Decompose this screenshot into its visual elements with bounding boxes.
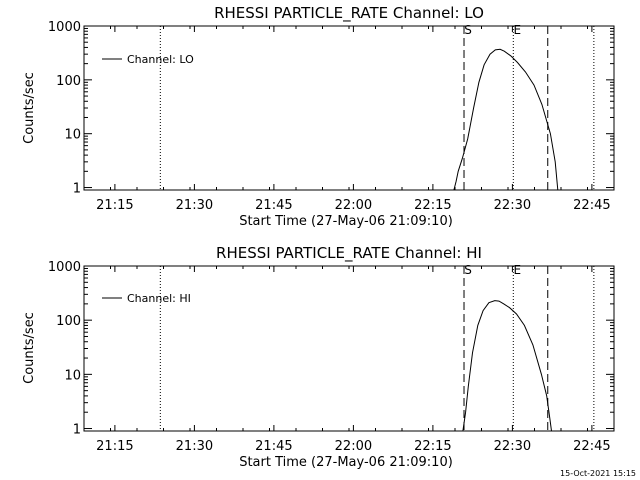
x-tick-label: 22:15 (414, 439, 451, 454)
x-tick-label: 22:30 (494, 439, 531, 454)
chart-title: RHESSI PARTICLE_RATE Channel: LO (214, 4, 484, 23)
y-tick-label: 1 (73, 423, 81, 438)
y-tick-label: 100 (56, 74, 81, 89)
y-axis-label: Counts/sec (22, 72, 37, 144)
y-tick-label: 10 (64, 368, 81, 383)
x-tick-label: 22:00 (335, 439, 372, 454)
x-tick-label: 21:15 (96, 198, 133, 213)
marker-label: E (514, 23, 522, 37)
series-line (462, 300, 552, 432)
panel-lo: RHESSI PARTICLE_RATE Channel: LO Counts/… (22, 4, 615, 229)
y-tick-label: 100 (56, 314, 81, 329)
footer-timestamp: 15-Oct-2021 15:15 (560, 469, 636, 478)
plot-area: 21:15 21:30 21:45 22:00 22:15 22:30 22:45 1 10 10… (48, 20, 615, 213)
y-tick-label: 1 (73, 182, 81, 197)
x-tick-label: 22:45 (573, 198, 610, 213)
marker-label: E (514, 263, 522, 277)
x-tick-label: 22:30 (494, 198, 531, 213)
x-tick-label: 21:30 (176, 198, 213, 213)
x-tick-label: 21:15 (96, 439, 133, 454)
x-tick-label: 21:45 (255, 198, 292, 213)
y-tick-label: 1000 (48, 260, 81, 275)
y-axis-label: Counts/sec (22, 312, 37, 384)
plot-area: 21:15 21:30 21:45 22:00 22:15 22:30 22:45 1 10 10… (48, 260, 615, 454)
x-tick-label: 21:45 (255, 439, 292, 454)
x-tick-label: 21:30 (176, 439, 213, 454)
legend-label: Channel: LO (127, 53, 194, 66)
series-line (453, 48, 559, 191)
y-tick-label: 10 (64, 128, 81, 143)
legend: Channel: HI (102, 292, 191, 305)
x-tick-label: 22:45 (573, 439, 610, 454)
marker-label: S (464, 263, 472, 277)
y-tick-label: 1000 (48, 20, 81, 35)
legend-label: Channel: HI (127, 292, 191, 305)
x-axis-label: Start Time (27-May-06 21:09:10) (239, 455, 453, 470)
marker-label: S (464, 23, 472, 37)
x-tick-label: 22:15 (414, 198, 451, 213)
x-tick-label: 22:00 (335, 198, 372, 213)
x-axis-label: Start Time (27-May-06 21:09:10) (239, 214, 453, 229)
legend: Channel: LO (102, 53, 194, 66)
panel-hi: RHESSI PARTICLE_RATE Channel: HI Counts/… (22, 244, 615, 470)
chart-title: RHESSI PARTICLE_RATE Channel: HI (216, 244, 482, 263)
